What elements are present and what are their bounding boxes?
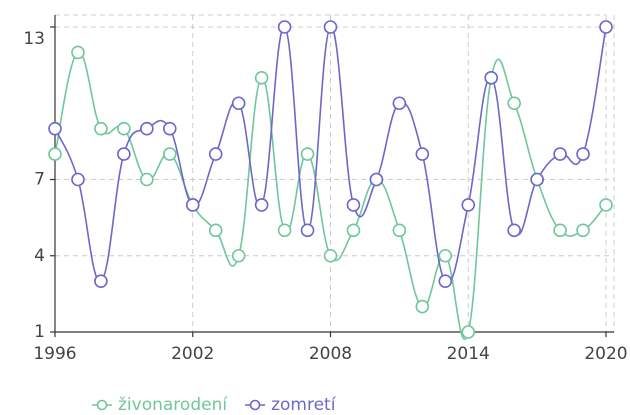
data-point (48, 121, 62, 136)
data-point (553, 223, 567, 238)
data-point (140, 172, 154, 187)
data-point (438, 274, 453, 288)
data-point (48, 147, 62, 161)
data-point (438, 248, 453, 263)
data-point (461, 198, 476, 212)
data-point (346, 198, 361, 212)
data-point (323, 20, 338, 34)
data-point (254, 198, 269, 212)
x-tick-label: 2002 (171, 344, 214, 364)
data-point (507, 223, 521, 238)
data-point (576, 147, 590, 161)
x-tick-label: 2020 (584, 344, 627, 364)
data-point (254, 71, 269, 85)
data-point (323, 248, 338, 263)
data-point (208, 223, 223, 238)
legend-swatch (249, 399, 261, 411)
legend-swatch (96, 399, 108, 411)
data-point (117, 147, 131, 161)
data-point (117, 121, 131, 136)
data-point (71, 172, 85, 187)
data-point (553, 147, 567, 161)
data-point (71, 45, 85, 60)
data-point (507, 96, 521, 111)
data-point (231, 96, 246, 111)
y-tick-label: 13 (23, 29, 45, 49)
data-point (277, 223, 292, 238)
data-point (94, 274, 108, 288)
data-point (392, 223, 407, 238)
data-point (231, 248, 246, 263)
x-tick-label: 2014 (447, 344, 490, 364)
x-tick-label: 2008 (309, 344, 352, 364)
data-point (576, 223, 590, 238)
data-point (162, 147, 177, 161)
data-point (208, 147, 223, 161)
data-point (300, 147, 315, 161)
data-point (415, 299, 430, 314)
legend-label: živonarodení (118, 395, 228, 415)
data-point (415, 147, 430, 161)
legend-item: zomretí (245, 395, 337, 415)
legend-item: živonarodení (92, 395, 228, 415)
y-tick-label: 1 (34, 322, 45, 342)
data-point (162, 121, 177, 136)
x-tick-label: 1996 (33, 344, 76, 364)
data-point (277, 20, 292, 34)
data-point (392, 96, 407, 111)
y-tick-label: 4 (34, 246, 45, 266)
y-tick-label: 7 (34, 170, 45, 190)
data-point (599, 20, 613, 34)
data-point (369, 172, 384, 187)
data-point (140, 121, 154, 136)
data-point (94, 121, 108, 136)
data-point (461, 325, 476, 339)
data-point (484, 71, 499, 85)
data-point (300, 223, 315, 238)
legend-label: zomretí (271, 395, 337, 415)
data-point (530, 172, 544, 187)
data-point (346, 223, 361, 238)
data-point (185, 198, 200, 212)
data-point (599, 198, 613, 212)
